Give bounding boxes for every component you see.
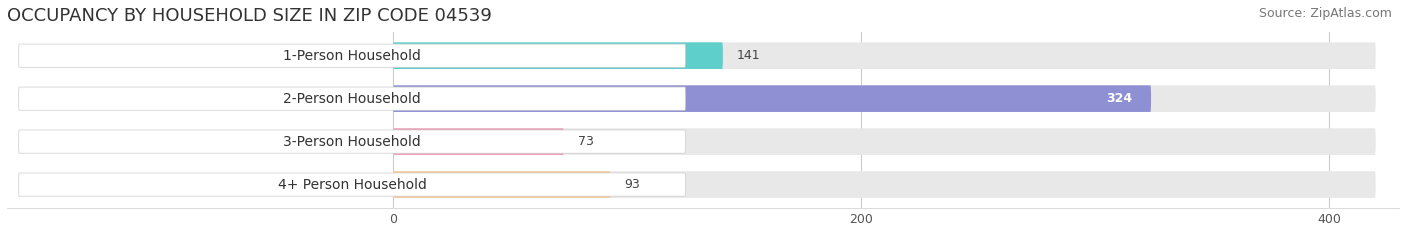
Text: Source: ZipAtlas.com: Source: ZipAtlas.com [1258,7,1392,20]
FancyBboxPatch shape [18,44,686,67]
Text: 73: 73 [578,135,593,148]
FancyBboxPatch shape [394,171,610,198]
Text: 324: 324 [1107,92,1132,105]
FancyBboxPatch shape [394,171,1375,198]
FancyBboxPatch shape [394,128,564,155]
FancyBboxPatch shape [394,85,1152,112]
Text: 3-Person Household: 3-Person Household [283,135,420,149]
Text: 2-Person Household: 2-Person Household [283,92,420,106]
FancyBboxPatch shape [394,42,1375,69]
Text: 1-Person Household: 1-Person Household [283,49,420,63]
Text: 93: 93 [624,178,640,191]
FancyBboxPatch shape [394,128,1375,155]
FancyBboxPatch shape [18,130,686,153]
Text: OCCUPANCY BY HOUSEHOLD SIZE IN ZIP CODE 04539: OCCUPANCY BY HOUSEHOLD SIZE IN ZIP CODE … [7,7,492,25]
Text: 4+ Person Household: 4+ Person Household [277,178,426,192]
FancyBboxPatch shape [18,87,686,110]
Text: 141: 141 [737,49,761,62]
FancyBboxPatch shape [18,173,686,196]
FancyBboxPatch shape [394,42,723,69]
FancyBboxPatch shape [394,85,1375,112]
